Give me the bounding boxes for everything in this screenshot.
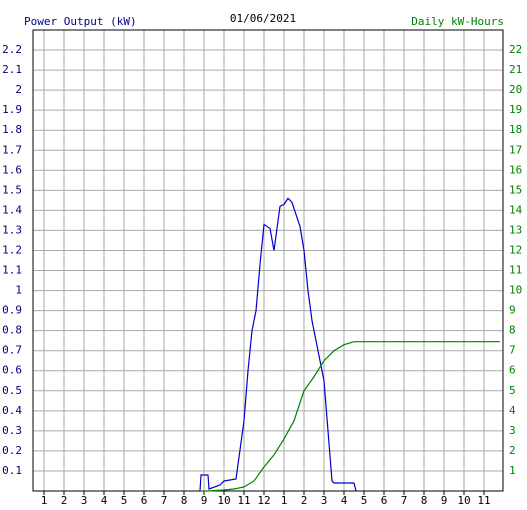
y-tick-label: 1 bbox=[15, 284, 22, 297]
y-tick-label: 1.7 bbox=[2, 143, 22, 156]
x-tick-label: 4 bbox=[341, 494, 348, 507]
y-tick-label: 1.5 bbox=[2, 183, 22, 196]
x-tick-label: 10 bbox=[457, 494, 470, 507]
y2-tick-label: 9 bbox=[509, 304, 516, 317]
y2-tick-label: 5 bbox=[509, 384, 516, 397]
y-axis-label: Power Output (kW) bbox=[24, 15, 137, 28]
y2-tick-label: 12 bbox=[509, 243, 522, 256]
y2-tick-label: 22 bbox=[509, 43, 522, 56]
x-tick-label: 11 bbox=[237, 494, 250, 507]
x-tick-label: 5 bbox=[361, 494, 368, 507]
x-tick-label: 2 bbox=[301, 494, 308, 507]
x-tick-label: 1 bbox=[281, 494, 288, 507]
y-tick-label: 0.8 bbox=[2, 324, 22, 337]
x-tick-label: 7 bbox=[401, 494, 408, 507]
x-tick-label: 4 bbox=[101, 494, 108, 507]
y-tick-label: 0.5 bbox=[2, 384, 22, 397]
y2-tick-label: 1 bbox=[509, 464, 516, 477]
y-tick-label: 1.4 bbox=[2, 203, 22, 216]
y2-tick-label: 13 bbox=[509, 223, 522, 236]
y2-tick-label: 6 bbox=[509, 364, 516, 377]
y2-tick-label: 3 bbox=[509, 424, 516, 437]
x-tick-label: 12 bbox=[257, 494, 270, 507]
y2-tick-label: 2 bbox=[509, 444, 516, 457]
y-tick-label: 0.2 bbox=[2, 444, 22, 457]
x-tick-label: 3 bbox=[321, 494, 328, 507]
y-tick-label: 1.8 bbox=[2, 123, 22, 136]
y2-tick-label: 8 bbox=[509, 324, 516, 337]
y2-tick-label: 7 bbox=[509, 344, 516, 357]
y2-tick-label: 18 bbox=[509, 123, 522, 136]
y-tick-label: 2 bbox=[15, 83, 22, 96]
x-tick-label: 2 bbox=[61, 494, 68, 507]
y-tick-label: 0.4 bbox=[2, 404, 22, 417]
y2-tick-label: 20 bbox=[509, 83, 522, 96]
x-tick-label: 1 bbox=[41, 494, 48, 507]
chart-title: 01/06/2021 bbox=[230, 12, 296, 25]
series-line bbox=[199, 197, 357, 492]
y2-tick-label: 4 bbox=[509, 404, 516, 417]
y-tick-label: 2.1 bbox=[2, 63, 22, 76]
x-tick-label: 6 bbox=[381, 494, 388, 507]
y-tick-label: 0.7 bbox=[2, 344, 22, 357]
x-tick-label: 10 bbox=[217, 494, 230, 507]
x-tick-label: 11 bbox=[477, 494, 490, 507]
y-tick-label: 1.3 bbox=[2, 223, 22, 236]
y2-tick-label: 19 bbox=[509, 103, 522, 116]
y-tick-label: 1.6 bbox=[2, 163, 22, 176]
y-tick-label: 1.9 bbox=[2, 103, 22, 116]
x-tick-label: 3 bbox=[81, 494, 88, 507]
y-tick-label: 2.2 bbox=[2, 43, 22, 56]
y2-axis-label: Daily kW-Hours bbox=[411, 15, 504, 28]
y2-tick-label: 15 bbox=[509, 183, 522, 196]
y2-tick-label: 17 bbox=[509, 143, 522, 156]
y-tick-label: 0.9 bbox=[2, 304, 22, 317]
y2-tick-label: 21 bbox=[509, 63, 522, 76]
x-tick-label: 5 bbox=[121, 494, 128, 507]
x-tick-label: 7 bbox=[161, 494, 168, 507]
y2-tick-label: 11 bbox=[509, 264, 522, 277]
y2-tick-label: 14 bbox=[509, 203, 523, 216]
x-tick-label: 9 bbox=[201, 494, 208, 507]
x-tick-label: 6 bbox=[141, 494, 148, 507]
y2-tick-label: 10 bbox=[509, 284, 522, 297]
plot-frame bbox=[32, 29, 504, 492]
y-tick-label: 0.1 bbox=[2, 464, 22, 477]
y2-tick-label: 16 bbox=[509, 163, 522, 176]
y-tick-label: 1.1 bbox=[2, 264, 22, 277]
y-tick-label: 1.2 bbox=[2, 243, 22, 256]
x-tick-label: 9 bbox=[441, 494, 448, 507]
series-line bbox=[200, 341, 500, 492]
x-tick-label: 8 bbox=[181, 494, 188, 507]
y-tick-label: 0.6 bbox=[2, 364, 22, 377]
x-tick-label: 8 bbox=[421, 494, 428, 507]
y-tick-label: 0.3 bbox=[2, 424, 22, 437]
